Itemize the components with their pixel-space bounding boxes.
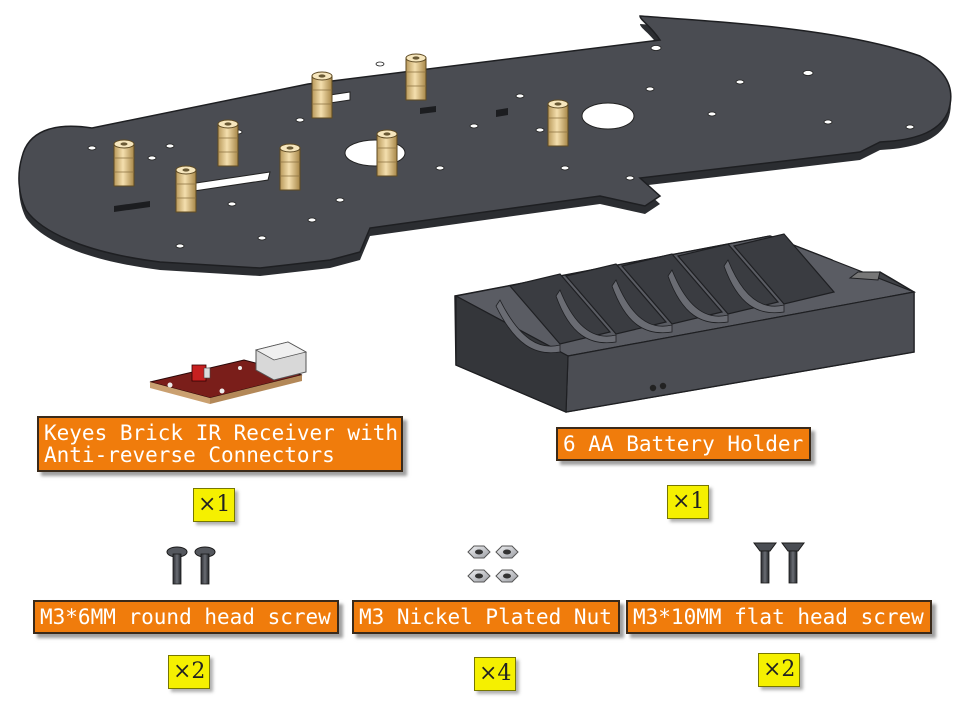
flat-head-screw-label-line-1: M3*10MM flat head screw	[633, 605, 924, 629]
ir-receiver-module-image	[149, 341, 308, 404]
battery-holder-quantity: ×1	[667, 485, 709, 519]
ir-receiver-label-line-1: Keyes Brick IR Receiver with	[44, 421, 399, 445]
nickel-nut-label-line-1: M3 Nickel Plated Nut	[359, 605, 612, 629]
round-head-screw-label: M3*6MM round head screw	[33, 600, 339, 634]
nickel-nut-quantity: ×4	[474, 657, 516, 691]
round-head-screws-image	[166, 546, 216, 585]
robot-chassis-plate	[18, 15, 952, 276]
nickel-nut-label: M3 Nickel Plated Nut	[352, 600, 620, 634]
ir-receiver-label-line-2: Anti-reverse Connectors	[44, 443, 335, 467]
battery-holder-label-line-1: 6 AA Battery Holder	[563, 432, 804, 456]
ir-receiver-label: Keyes Brick IR Receiver with Anti-revers…	[37, 416, 403, 472]
flat-head-screw-quantity: ×2	[758, 653, 800, 687]
nickel-nuts-image	[467, 545, 519, 583]
round-head-screw-quantity: ×2	[168, 655, 210, 689]
battery-holder-image	[454, 233, 917, 413]
ir-receiver-quantity: ×1	[193, 488, 235, 522]
flat-head-screws-image	[753, 542, 805, 584]
battery-holder-label: 6 AA Battery Holder	[556, 427, 812, 461]
round-head-screw-label-line-1: M3*6MM round head screw	[40, 605, 331, 629]
flat-head-screw-label: M3*10MM flat head screw	[626, 600, 932, 634]
